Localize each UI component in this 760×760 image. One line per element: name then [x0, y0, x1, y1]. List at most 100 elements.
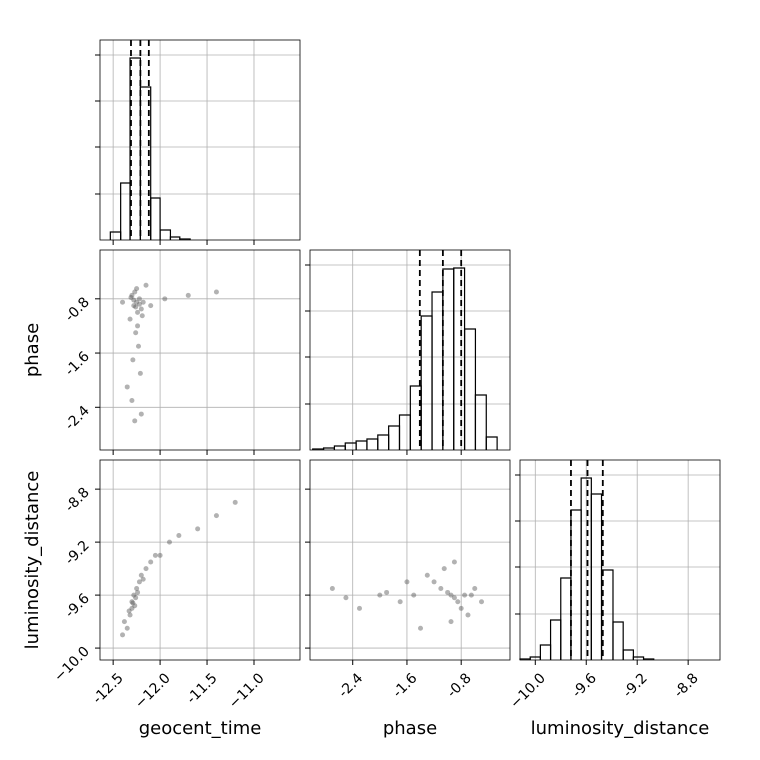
histogram-bar — [377, 434, 390, 450]
sample-point — [384, 589, 390, 595]
axes-frame — [519, 459, 721, 661]
sample-point — [134, 286, 140, 292]
sample-point — [424, 572, 430, 578]
sample-point — [445, 589, 451, 595]
sample-point — [455, 599, 461, 605]
x-tick-label: -8.8 — [671, 670, 702, 701]
histogram-bar — [179, 238, 191, 240]
sample-point — [135, 589, 141, 595]
x-axis-label: geocent_time — [139, 718, 262, 739]
sample-point — [404, 579, 410, 585]
sample-point — [120, 632, 126, 638]
y-tick-label: -0.8 — [62, 294, 93, 325]
histogram-bar — [539, 644, 552, 660]
x-tick-label: −10.0 — [507, 670, 549, 712]
sample-point — [451, 595, 457, 601]
sample-point — [458, 605, 464, 611]
sample-point — [479, 599, 485, 605]
sample-point — [129, 292, 135, 298]
sample-point — [152, 552, 158, 558]
sample-point — [441, 566, 447, 572]
sample-point — [129, 605, 135, 611]
y-tick-label: -8.8 — [62, 485, 93, 516]
histogram-bar — [431, 291, 444, 450]
sample-point — [472, 585, 478, 591]
sample-point — [124, 384, 130, 390]
x-tick-label: -2.4 — [336, 670, 367, 701]
axes-frame — [99, 39, 301, 241]
histogram-bar — [333, 445, 346, 450]
y-tick-label: −10.0 — [51, 644, 93, 686]
sample-point — [143, 282, 149, 288]
sample-point — [136, 579, 142, 585]
sample-point — [131, 303, 137, 309]
sample-point — [213, 289, 219, 295]
sample-point — [138, 572, 144, 578]
sample-point — [136, 301, 142, 307]
sample-point — [130, 357, 136, 363]
sample-point — [431, 579, 437, 585]
y-axis-label: luminosity_distance — [22, 471, 43, 650]
x-tick-label: −12.0 — [132, 670, 174, 712]
y-axis-label: phase — [22, 323, 43, 377]
sample-point — [132, 289, 138, 295]
histogram-bar — [159, 229, 172, 240]
sample-point — [465, 612, 471, 618]
sample-point — [185, 292, 191, 298]
histogram-bar — [398, 414, 411, 450]
sample-point — [130, 600, 136, 606]
histogram-bar — [442, 268, 455, 450]
histogram-bar — [549, 619, 562, 660]
sample-point — [134, 585, 140, 591]
x-tick-label: -9.6 — [569, 670, 600, 701]
sample-point — [356, 605, 362, 611]
sample-point — [462, 592, 468, 598]
histogram-bar — [344, 442, 357, 450]
histogram-bar — [570, 509, 582, 660]
histogram-bar — [590, 493, 603, 660]
histogram-bar — [388, 425, 401, 450]
histogram-bar — [485, 436, 498, 450]
sample-point — [138, 306, 144, 312]
sample-point — [129, 398, 135, 404]
x-tick-label: -0.8 — [444, 670, 475, 701]
histogram-bar — [600, 569, 614, 660]
sample-point — [448, 592, 454, 598]
histogram-bar — [169, 236, 181, 240]
sample-point — [448, 619, 454, 625]
sample-point — [138, 411, 144, 417]
sample-point — [148, 303, 154, 309]
sample-point — [124, 625, 130, 631]
axes-frame — [309, 459, 511, 661]
histogram-bar — [453, 267, 466, 450]
histogram-bar — [420, 315, 433, 450]
histogram-bar — [622, 649, 634, 660]
sample-point — [137, 370, 143, 376]
sample-point — [127, 316, 133, 322]
histogram-bar — [120, 182, 131, 240]
sample-point — [132, 603, 138, 609]
x-axis-label: phase — [383, 718, 437, 739]
sample-point — [136, 296, 142, 302]
sample-point — [134, 299, 140, 305]
x-tick-label: −11.0 — [226, 670, 268, 712]
x-tick-label: -1.6 — [390, 670, 421, 701]
y-tick-label: -1.6 — [62, 349, 93, 380]
histogram-bar — [642, 658, 655, 660]
sample-point — [131, 297, 137, 303]
sample-point — [140, 299, 146, 305]
sample-point — [377, 592, 383, 598]
sample-point — [135, 343, 141, 349]
y-tick-label: -9.6 — [62, 591, 93, 622]
sample-point — [129, 599, 135, 605]
sample-point — [438, 585, 444, 591]
sample-point — [232, 499, 238, 505]
sample-point — [135, 309, 141, 315]
sample-point — [166, 539, 172, 545]
sample-point — [126, 608, 132, 614]
histogram-bar — [366, 438, 379, 450]
sample-point — [128, 294, 134, 300]
histogram-bar — [612, 621, 624, 660]
histogram-bar — [632, 656, 645, 660]
